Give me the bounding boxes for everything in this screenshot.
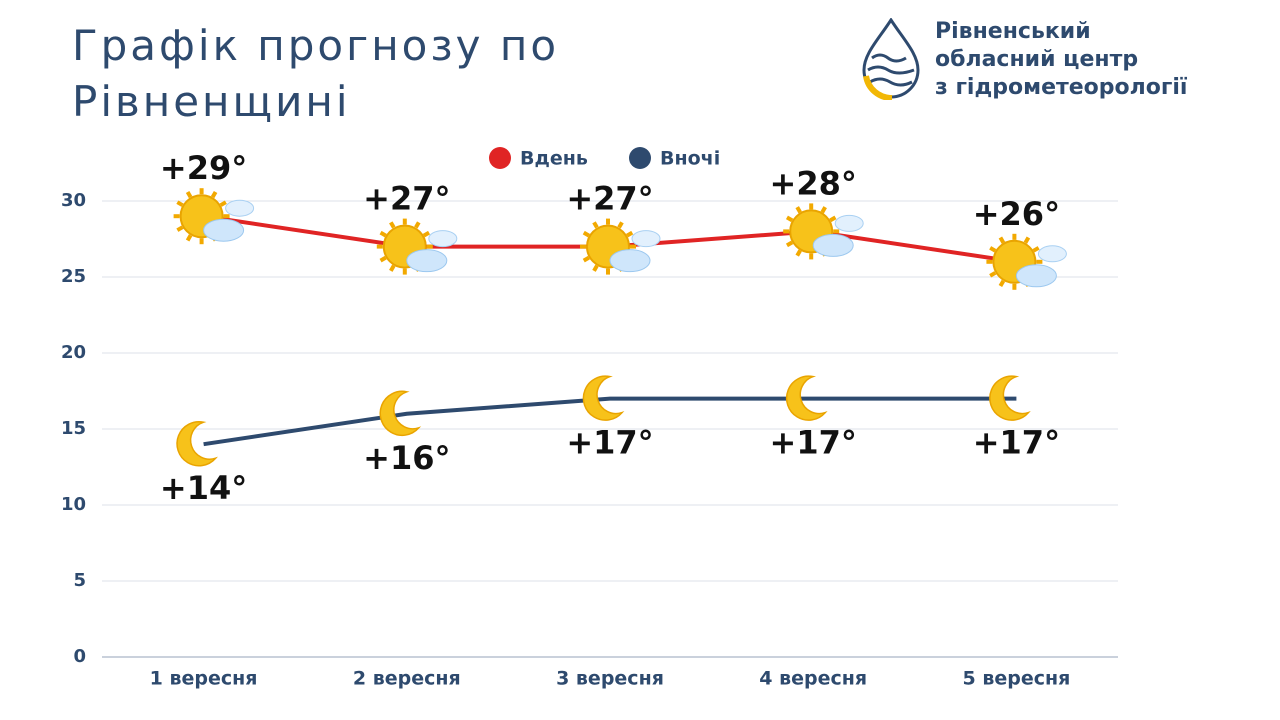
y-tick-label: 25 bbox=[61, 266, 86, 287]
sun-ray bbox=[422, 230, 431, 238]
x-tick-label: 2 вересня bbox=[353, 668, 461, 690]
weather-icon bbox=[176, 420, 218, 467]
sun-ray bbox=[1023, 236, 1031, 244]
page-title: Графік прогнозу по Рівненщині bbox=[72, 21, 560, 126]
sun-ray bbox=[989, 271, 997, 278]
y-tick-label: 0 bbox=[73, 646, 86, 667]
y-tick-label: 15 bbox=[61, 418, 86, 439]
x-tick-label: 1 вересня bbox=[150, 668, 258, 690]
sun-ray bbox=[795, 206, 802, 214]
sun-ray bbox=[176, 225, 184, 232]
cloud bbox=[609, 249, 651, 273]
sun-ray bbox=[210, 190, 218, 199]
sun-ray bbox=[379, 255, 387, 263]
sun-ray bbox=[185, 234, 193, 242]
org-line: з гідрометеорології bbox=[935, 75, 1188, 100]
sun-ray bbox=[592, 264, 599, 272]
weather-icon bbox=[986, 233, 1067, 290]
sun-ray bbox=[617, 221, 624, 229]
sun-ray bbox=[1032, 246, 1040, 253]
cloud bbox=[812, 233, 854, 257]
logo bbox=[862, 18, 920, 100]
value-label: +14° bbox=[160, 469, 247, 507]
sun-ray bbox=[219, 200, 227, 207]
sun-ray bbox=[829, 215, 837, 223]
weather-icon bbox=[582, 375, 625, 421]
sun-ray bbox=[626, 230, 634, 238]
sun-ray bbox=[820, 206, 827, 214]
weather-icon bbox=[580, 218, 661, 275]
cloud bbox=[1037, 245, 1067, 263]
weather-icon bbox=[379, 390, 422, 437]
weather-icon bbox=[783, 203, 864, 260]
legend-label: Вдень bbox=[520, 148, 588, 170]
value-label: +27° bbox=[363, 180, 450, 218]
y-tick-label: 10 bbox=[61, 494, 86, 515]
sun-ray bbox=[185, 190, 193, 199]
x-tick-label: 5 вересня bbox=[962, 668, 1070, 690]
x-tick-label: 3 вересня bbox=[556, 668, 664, 690]
sun-ray bbox=[414, 221, 421, 229]
cloud bbox=[225, 199, 255, 217]
weather-icon bbox=[785, 375, 828, 421]
sun-ray bbox=[989, 246, 997, 253]
cloud bbox=[631, 230, 661, 248]
sun-ray bbox=[582, 230, 590, 238]
sun-ray bbox=[998, 236, 1006, 244]
weather-icon bbox=[173, 188, 255, 245]
sun-ray bbox=[795, 249, 802, 257]
cloud bbox=[428, 230, 458, 248]
weather-icon bbox=[376, 218, 458, 275]
org-line: Рівненський bbox=[935, 19, 1091, 44]
cloud bbox=[203, 218, 245, 242]
legend-marker bbox=[629, 147, 651, 169]
org-line: обласний центр bbox=[935, 47, 1139, 72]
cloud bbox=[1015, 264, 1057, 288]
value-label: +26° bbox=[973, 195, 1060, 233]
sun-ray bbox=[379, 230, 387, 238]
value-label: +17° bbox=[770, 424, 857, 462]
legend-marker bbox=[489, 147, 511, 169]
cloud bbox=[834, 214, 864, 232]
y-tick-label: 5 bbox=[73, 570, 86, 591]
sun-ray bbox=[389, 264, 396, 272]
y-tick-label: 20 bbox=[61, 342, 86, 363]
value-label: +17° bbox=[566, 424, 653, 462]
sun-ray bbox=[389, 221, 396, 229]
value-label: +28° bbox=[770, 164, 857, 202]
sun-ray bbox=[176, 200, 184, 207]
value-label: +16° bbox=[363, 439, 450, 477]
legend-label: Вночі bbox=[660, 148, 720, 170]
sun-ray bbox=[592, 221, 599, 229]
series-line bbox=[203, 396, 1017, 447]
value-label: +29° bbox=[160, 149, 247, 187]
sun-ray bbox=[582, 255, 590, 263]
value-label: +17° bbox=[973, 424, 1060, 462]
weather-icon bbox=[989, 375, 1031, 421]
value-label: +27° bbox=[566, 180, 653, 218]
x-tick-label: 4 вересня bbox=[759, 668, 867, 690]
sun-ray bbox=[785, 215, 794, 223]
cloud bbox=[406, 249, 448, 273]
sun-ray bbox=[998, 279, 1006, 288]
y-tick-label: 30 bbox=[61, 190, 86, 211]
organization: Рівненський обласний центр з гідрометеор… bbox=[935, 18, 1187, 102]
sun-ray bbox=[785, 240, 794, 248]
